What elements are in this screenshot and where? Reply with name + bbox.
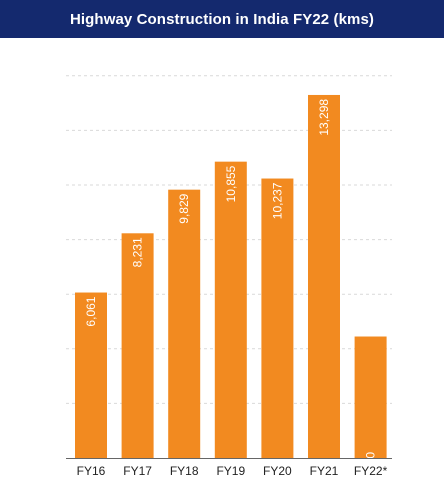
data-label: 10,237 (270, 182, 284, 219)
bar-fy20 (261, 178, 294, 458)
x-tick-label: FY17 (123, 464, 152, 478)
data-label: 9,829 (177, 193, 191, 223)
bar-fy19 (214, 161, 247, 458)
data-label: 6,061 (84, 296, 98, 326)
x-tick-label: FY20 (263, 464, 292, 478)
data-label: 8,231 (131, 237, 145, 267)
data-label: 10,855 (224, 165, 238, 202)
bar-fy18 (168, 189, 201, 458)
bar-fy22 (354, 336, 387, 458)
x-tick-label: FY16 (77, 464, 106, 478)
x-tick-label: FY18 (170, 464, 199, 478)
bar-fy17 (121, 233, 154, 458)
data-label: 4,450 (364, 452, 378, 482)
chart-title-bar: Highway Construction in India FY22 (kms) (0, 0, 444, 38)
chart-title: Highway Construction in India FY22 (kms) (69, 10, 375, 28)
x-tick-label: FY22* (354, 464, 388, 478)
bar-fy21 (308, 94, 340, 458)
bar-fy16 (75, 292, 107, 458)
data-label: 13,298 (317, 99, 331, 136)
x-tick-label: FY21 (310, 464, 339, 478)
x-tick-label: FY19 (216, 464, 245, 478)
